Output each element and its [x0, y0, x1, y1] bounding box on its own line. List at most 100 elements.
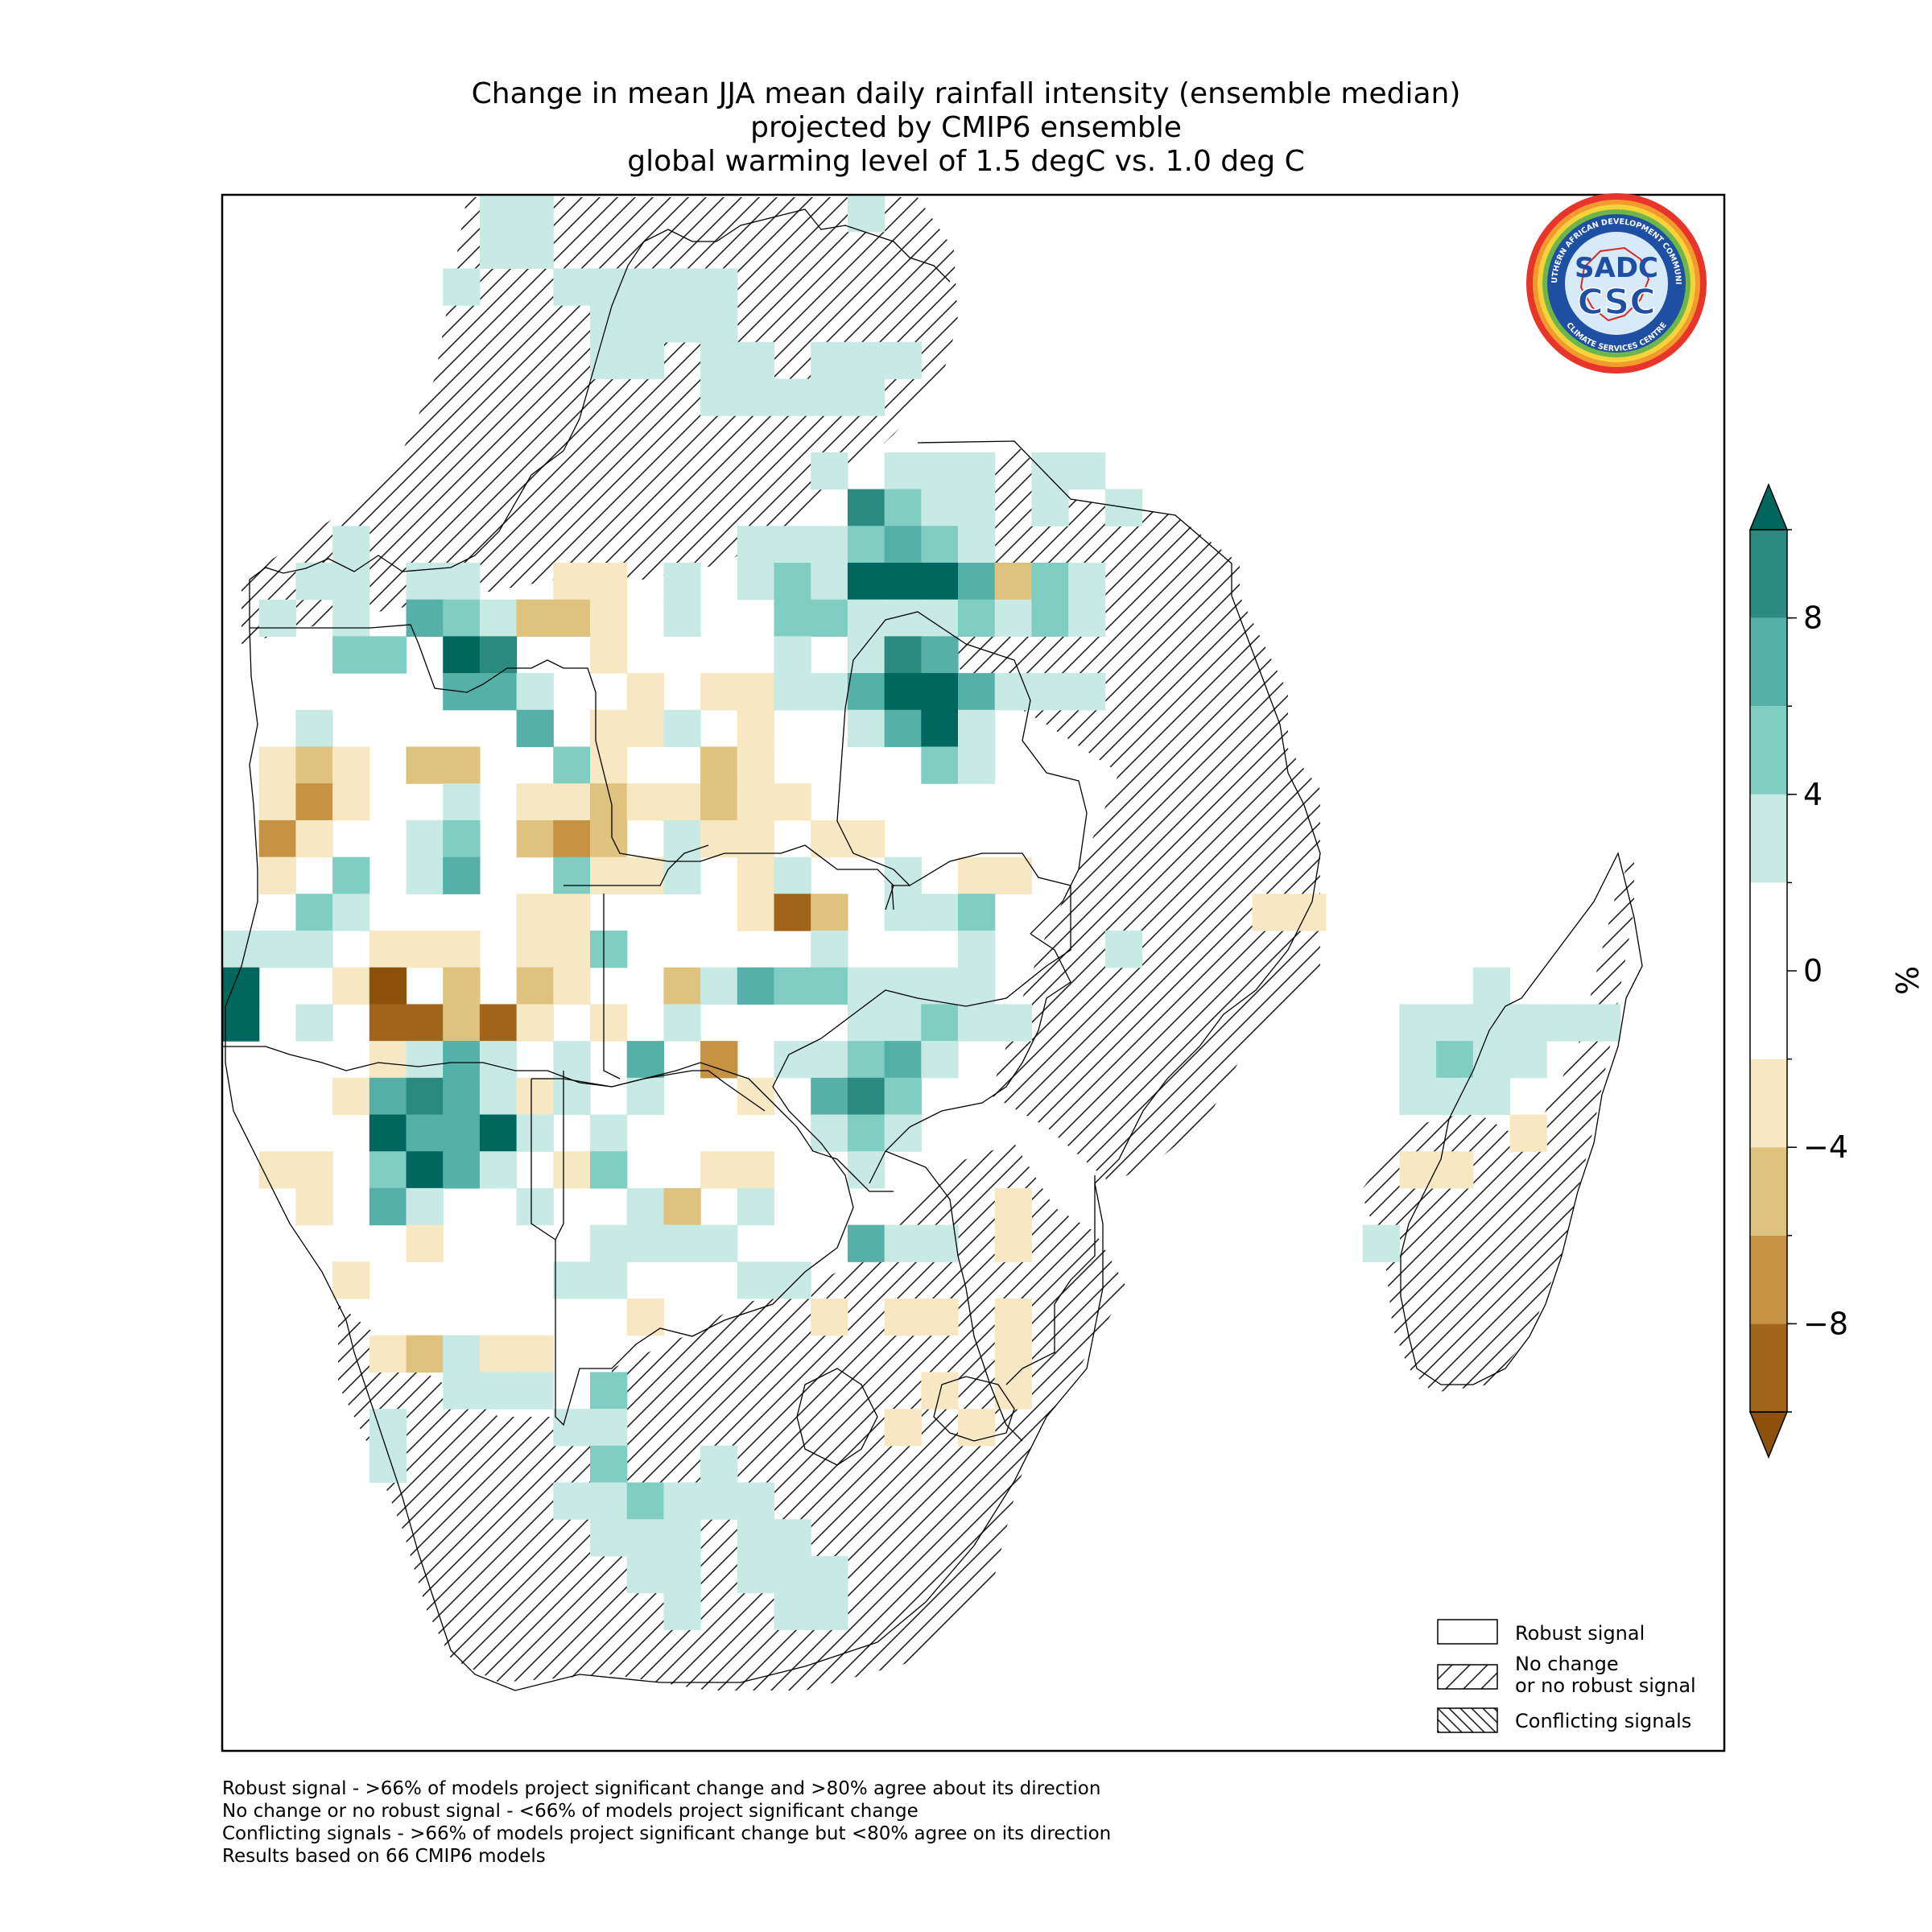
grid-cell — [737, 857, 775, 894]
grid-cell — [811, 673, 848, 711]
grid-cell — [1546, 1004, 1584, 1042]
grid-cell — [847, 1224, 886, 1262]
grid-cell — [737, 526, 775, 564]
grid-cell — [958, 931, 996, 968]
colorbar-tick-label: 8 — [1803, 601, 1823, 636]
grid-cell — [774, 378, 811, 416]
grid-cell — [553, 783, 591, 821]
grid-cell — [332, 1261, 370, 1299]
legend-label-conflicting: Conflicting signals — [1515, 1710, 1691, 1732]
grid-cell — [811, 1114, 848, 1152]
map-title: Change in mean JJA mean daily rainfall i… — [0, 77, 1932, 179]
colorbar-tick-label: 4 — [1803, 777, 1823, 812]
grid-cell — [295, 1004, 333, 1042]
grid-cell — [884, 563, 922, 601]
grid-cell — [332, 599, 370, 637]
grid-cell — [626, 783, 664, 821]
grid-cell — [1031, 489, 1069, 526]
grid-cell — [811, 931, 848, 968]
legend-swatch-no-change — [1437, 1664, 1498, 1690]
grid-cell — [516, 195, 554, 233]
grid-cell — [884, 341, 922, 380]
grid-cell — [295, 563, 333, 601]
grid-cell — [958, 526, 996, 564]
grid-cell — [884, 894, 922, 931]
grid-cell — [737, 1482, 775, 1520]
grid-cell — [737, 1077, 775, 1116]
footnotes: Robust signal - >66% of models project s… — [222, 1777, 1111, 1868]
grid-cell — [516, 894, 554, 931]
grid-cell — [1399, 1077, 1437, 1116]
grid-cell — [516, 1335, 554, 1373]
grid-cell — [811, 1555, 848, 1594]
grid-cell — [369, 1041, 407, 1079]
grid-cell — [663, 1592, 701, 1630]
grid-cell — [700, 1151, 738, 1189]
grid-cell — [590, 746, 628, 784]
grid-cell — [994, 563, 1032, 601]
grid-cell — [994, 1372, 1032, 1410]
grid-cell — [700, 1445, 738, 1484]
grid-cell — [222, 931, 260, 968]
grid-cell — [516, 967, 554, 1005]
grid-cell — [774, 636, 811, 674]
grid-cell — [369, 967, 407, 1005]
legend-swatch-conflicting — [1437, 1707, 1498, 1733]
grid-cell — [295, 1151, 333, 1189]
grid-cell — [553, 1041, 591, 1079]
grid-cell — [590, 819, 628, 858]
grid-cell — [921, 636, 959, 674]
grid-cell — [1031, 563, 1069, 601]
grid-cell — [332, 636, 370, 674]
grid-cell — [700, 746, 738, 784]
grid-cell — [406, 1224, 444, 1262]
grid-cell — [443, 967, 481, 1005]
grid-cell — [737, 563, 775, 601]
grid-cell — [774, 1261, 811, 1299]
grid-cell — [516, 231, 554, 269]
grid-cell — [553, 746, 591, 784]
grid-cell — [1436, 1004, 1474, 1042]
legend-label-robust: Robust signal — [1515, 1622, 1645, 1645]
grid-cell — [774, 1519, 811, 1557]
grid-cell — [626, 1555, 664, 1594]
colorbar: 8 4 0 −4 −8 — [1748, 483, 1848, 1459]
data-grid-cells — [222, 195, 1621, 1630]
colorbar-bin — [1750, 1323, 1787, 1412]
grid-cell — [479, 1077, 518, 1116]
grid-cell — [663, 1519, 701, 1557]
grid-cell — [847, 819, 886, 858]
grid-cell — [406, 1077, 444, 1116]
grid-cell — [921, 746, 959, 784]
grid-cell — [443, 1114, 481, 1152]
grid-cell — [663, 1004, 701, 1042]
grid-cell — [884, 1224, 922, 1262]
colorbar-bin — [1750, 1059, 1787, 1148]
grid-cell — [847, 563, 886, 601]
grid-cell — [847, 195, 886, 233]
grid-cell — [958, 857, 996, 894]
grid-cell — [921, 894, 959, 931]
sadc-csc-logo: SADC CSC SOUTHERN AFRICAN DEVELOPMENT CO… — [1526, 193, 1707, 374]
grid-cell — [369, 1187, 407, 1226]
grid-cell — [1472, 1004, 1511, 1042]
grid-cell — [847, 526, 886, 564]
colorbar-bin — [1750, 1147, 1787, 1236]
grid-cell — [258, 931, 296, 968]
grid-cell — [626, 341, 664, 380]
grid-cell — [700, 673, 738, 711]
grid-cell — [516, 819, 554, 858]
map-plot-area — [222, 195, 1643, 1691]
grid-cell — [590, 1224, 628, 1262]
grid-cell — [847, 1041, 886, 1079]
grid-cell — [774, 599, 811, 637]
grid-cell — [406, 1335, 444, 1373]
grid-cell — [626, 305, 664, 343]
grid-cell — [516, 599, 554, 637]
grid-cell — [1031, 673, 1069, 711]
grid-cell — [590, 1004, 628, 1042]
grid-cell — [737, 819, 775, 858]
grid-cell — [774, 857, 811, 894]
grid-cell — [1399, 1151, 1437, 1189]
grid-cell — [332, 1077, 370, 1116]
